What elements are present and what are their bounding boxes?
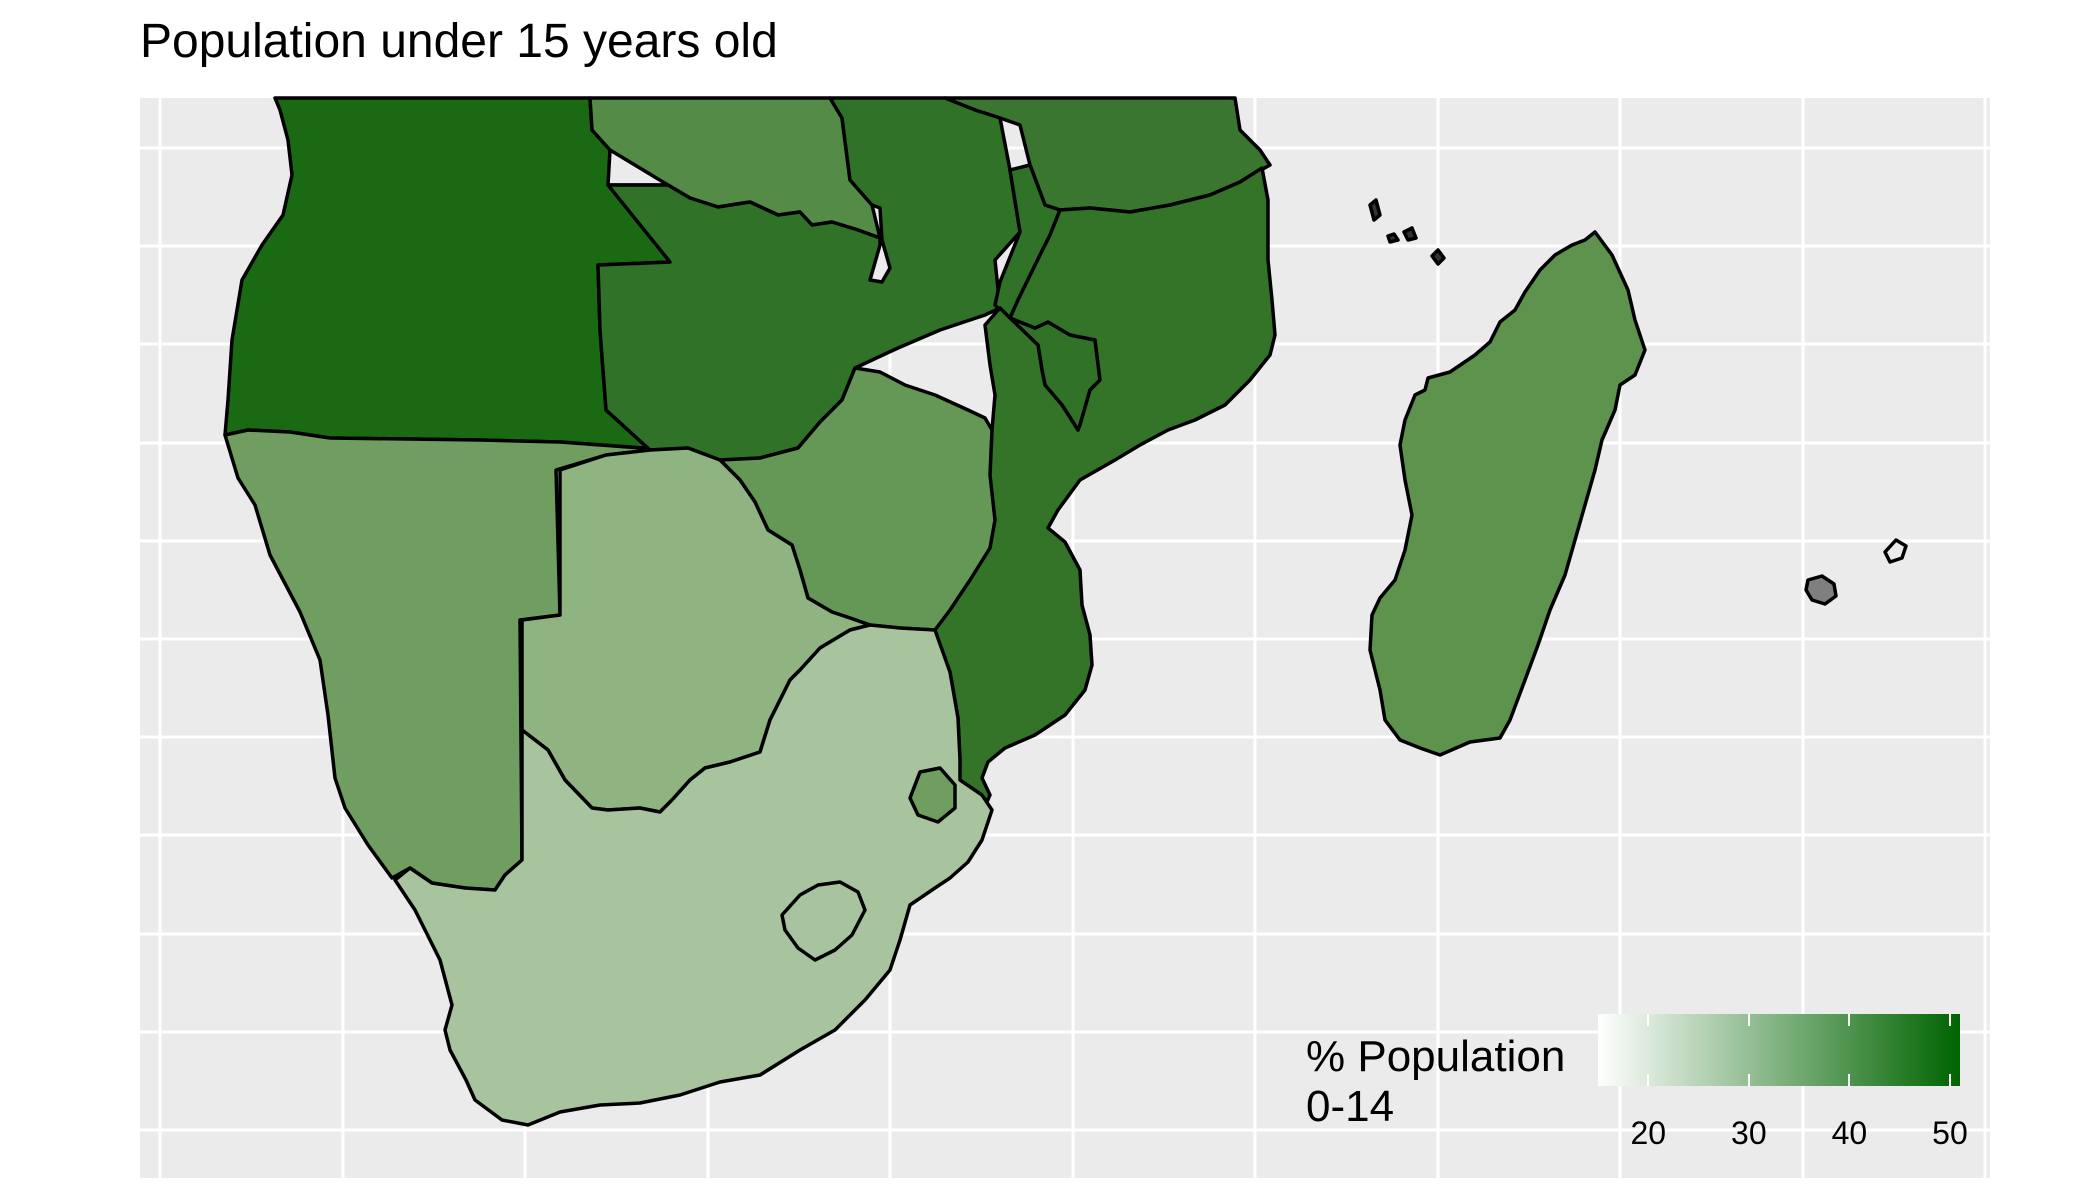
legend-tick-mark bbox=[1647, 1014, 1650, 1026]
comoros-region[interactable] bbox=[1402, 226, 1418, 242]
legend-tick-mark bbox=[1948, 1074, 1951, 1086]
eswatini-region[interactable] bbox=[908, 766, 957, 824]
legend-tick-mark bbox=[1848, 1014, 1851, 1026]
legend-tick-label: 50 bbox=[1932, 1115, 1968, 1151]
comoros-region[interactable] bbox=[1430, 248, 1446, 266]
legend-tick-mark bbox=[1747, 1014, 1750, 1026]
comoros-region[interactable] bbox=[1368, 198, 1382, 222]
legend-tick-mark bbox=[1948, 1014, 1951, 1026]
legend-title: % Population 0-14 bbox=[1306, 1032, 1565, 1132]
legend-tick-mark bbox=[1647, 1074, 1650, 1086]
mauritius-region[interactable] bbox=[1804, 574, 1838, 606]
reunion-region[interactable] bbox=[1883, 538, 1908, 564]
lesotho-region[interactable] bbox=[780, 880, 867, 962]
legend-tick-mark bbox=[1747, 1074, 1750, 1086]
legend-tick-mark bbox=[1848, 1074, 1851, 1086]
legend-tick-label: 30 bbox=[1731, 1115, 1767, 1151]
comoros-region[interactable] bbox=[1386, 232, 1400, 244]
map-title: Population under 15 years old bbox=[140, 15, 778, 68]
legend-tick-label: 20 bbox=[1630, 1115, 1667, 1151]
madagascar-region[interactable] bbox=[1368, 230, 1647, 757]
legend-tick-label: 40 bbox=[1831, 1115, 1868, 1151]
legend-colorbar bbox=[1598, 1014, 1960, 1086]
legend-title-line1: % Population bbox=[1306, 1032, 1566, 1081]
legend-title-line2: 0-14 bbox=[1306, 1082, 1395, 1131]
south-africa-region[interactable] bbox=[393, 623, 994, 1127]
regions bbox=[223, 96, 1908, 1127]
